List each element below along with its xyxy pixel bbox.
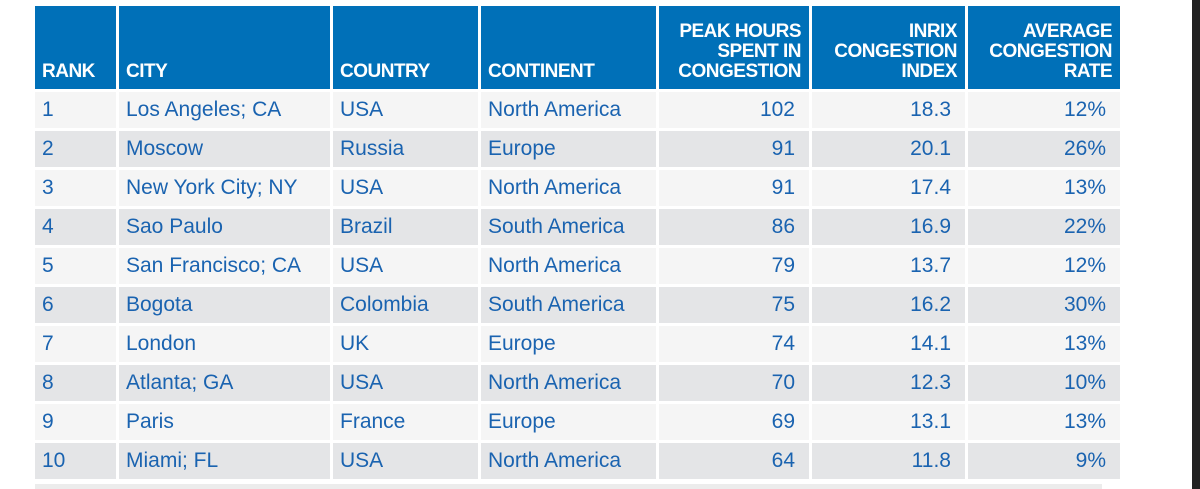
cell-rank: 8 (35, 365, 116, 401)
header-city: CITY (119, 6, 330, 89)
cell-congestion-rate: 22% (968, 209, 1120, 245)
header-congestion-rate: AVERAGE CONGESTION RATE (968, 6, 1120, 89)
cell-peak-hours: 91 (659, 131, 809, 167)
cell-congestion-rate: 10% (968, 365, 1120, 401)
cell-congestion-index: 16.2 (812, 287, 965, 323)
cell-city: Sao Paulo (119, 209, 330, 245)
cell-congestion-index: 20.1 (812, 131, 965, 167)
cell-rank: 3 (35, 170, 116, 206)
cell-congestion-index: 16.9 (812, 209, 965, 245)
cell-city: Paris (119, 404, 330, 440)
cell-city: Miami; FL (119, 443, 330, 479)
cell-country: France (333, 404, 478, 440)
header-continent: CONTINENT (481, 6, 656, 89)
cell-city: London (119, 326, 330, 362)
cell-continent: South America (481, 209, 656, 245)
window-edge (1192, 0, 1200, 489)
cell-country: USA (333, 443, 478, 479)
cell-city: Los Angeles; CA (119, 92, 330, 128)
cell-congestion-index: 13.1 (812, 404, 965, 440)
cell-continent: South America (481, 287, 656, 323)
table-row: 1 Los Angeles; CA USA North America 102 18.3 1… (35, 92, 1120, 128)
cell-peak-hours: 75 (659, 287, 809, 323)
cell-congestion-index: 14.1 (812, 326, 965, 362)
cell-rank: 7 (35, 326, 116, 362)
cell-congestion-index: 11.8 (812, 443, 965, 479)
table-row: 9 Paris France Europe 69 13.1 13% (35, 404, 1120, 440)
cell-country: Russia (333, 131, 478, 167)
cell-country: UK (333, 326, 478, 362)
header-congestion-index: INRIX CONGESTION INDEX (812, 6, 965, 89)
cell-city: San Francisco; CA (119, 248, 330, 284)
cell-congestion-rate: 13% (968, 326, 1120, 362)
cell-continent: North America (481, 92, 656, 128)
cell-rank: 1 (35, 92, 116, 128)
cell-peak-hours: 64 (659, 443, 809, 479)
table-row: 6 Bogota Colombia South America 75 16.2 30% (35, 287, 1120, 323)
table-row: 3 New York City; NY USA North America 91 17.4… (35, 170, 1120, 206)
cell-city: Bogota (119, 287, 330, 323)
cell-rank: 6 (35, 287, 116, 323)
cell-rank: 2 (35, 131, 116, 167)
congestion-table: RANK CITY COUNTRY CONTINENT PEAK HOURS SPENT… (32, 3, 1123, 482)
table-row: 5 San Francisco; CA USA North America 79 13.7… (35, 248, 1120, 284)
cell-congestion-index: 17.4 (812, 170, 965, 206)
header-peak-hours: PEAK HOURS SPENT IN CONGESTION (659, 6, 809, 89)
cell-congestion-index: 18.3 (812, 92, 965, 128)
table-row: 4 Sao Paulo Brazil South America 86 16.9 22% (35, 209, 1120, 245)
cell-congestion-rate: 30% (968, 287, 1120, 323)
table-row: 2 Moscow Russia Europe 91 20.1 26% (35, 131, 1120, 167)
cell-congestion-rate: 9% (968, 443, 1120, 479)
header-rank: RANK (35, 6, 116, 89)
table-row: 10 Miami; FL USA North America 64 11.8 9% (35, 443, 1120, 479)
cell-congestion-rate: 26% (968, 131, 1120, 167)
table-row: 7 London UK Europe 74 14.1 13% (35, 326, 1120, 362)
cell-country: Colombia (333, 287, 478, 323)
cell-peak-hours: 69 (659, 404, 809, 440)
header-row: RANK CITY COUNTRY CONTINENT PEAK HOURS SPENT… (35, 6, 1120, 89)
cell-continent: North America (481, 170, 656, 206)
cell-congestion-index: 13.7 (812, 248, 965, 284)
cell-rank: 5 (35, 248, 116, 284)
cell-continent: Europe (481, 404, 656, 440)
cell-continent: Europe (481, 326, 656, 362)
cell-peak-hours: 70 (659, 365, 809, 401)
cell-congestion-index: 12.3 (812, 365, 965, 401)
cell-congestion-rate: 12% (968, 92, 1120, 128)
cell-country: Brazil (333, 209, 478, 245)
cell-peak-hours: 91 (659, 170, 809, 206)
cell-peak-hours: 74 (659, 326, 809, 362)
cell-continent: North America (481, 443, 656, 479)
table-row: 8 Atlanta; GA USA North America 70 12.3 10% (35, 365, 1120, 401)
cell-congestion-rate: 12% (968, 248, 1120, 284)
cell-city: Atlanta; GA (119, 365, 330, 401)
cell-peak-hours: 79 (659, 248, 809, 284)
header-country: COUNTRY (333, 6, 478, 89)
cell-city: New York City; NY (119, 170, 330, 206)
cell-country: USA (333, 92, 478, 128)
cell-rank: 9 (35, 404, 116, 440)
cell-continent: North America (481, 365, 656, 401)
cell-country: USA (333, 170, 478, 206)
cell-city: Moscow (119, 131, 330, 167)
cell-continent: North America (481, 248, 656, 284)
cell-congestion-rate: 13% (968, 170, 1120, 206)
cell-peak-hours: 86 (659, 209, 809, 245)
partial-row (35, 484, 1102, 489)
cell-continent: Europe (481, 131, 656, 167)
cell-country: USA (333, 248, 478, 284)
cell-peak-hours: 102 (659, 92, 809, 128)
cell-country: USA (333, 365, 478, 401)
cell-congestion-rate: 13% (968, 404, 1120, 440)
cell-rank: 10 (35, 443, 116, 479)
cell-rank: 4 (35, 209, 116, 245)
